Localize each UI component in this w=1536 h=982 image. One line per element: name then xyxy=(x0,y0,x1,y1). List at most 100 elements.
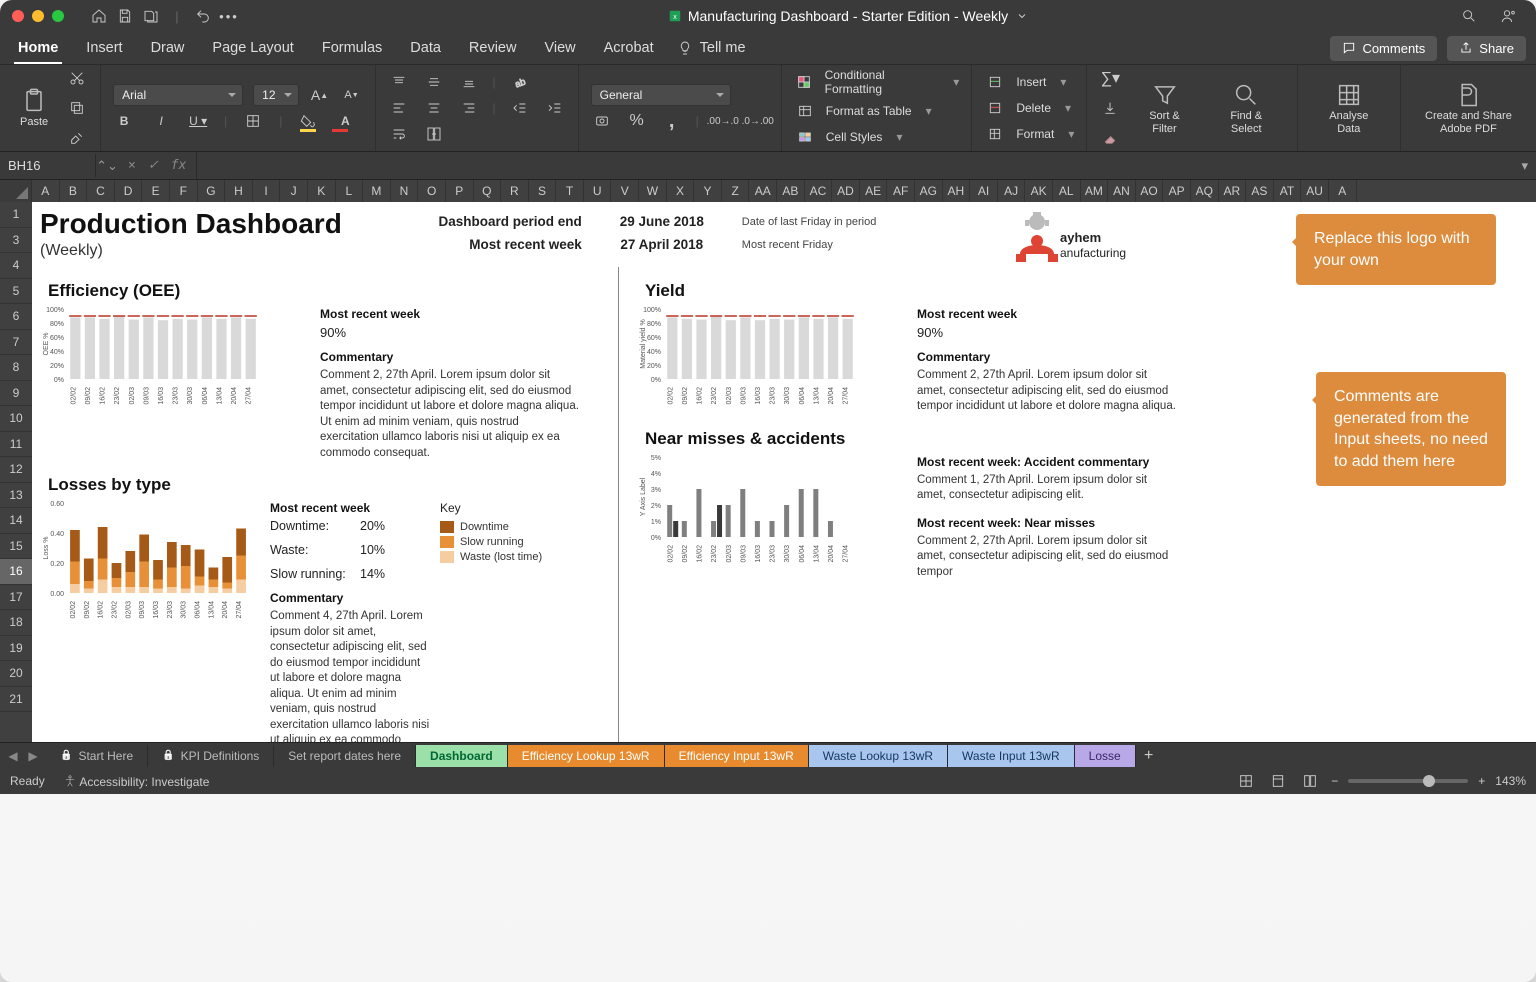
wrap-text-icon[interactable] xyxy=(388,123,410,145)
fill-color-icon[interactable] xyxy=(297,110,319,132)
row-header[interactable]: 7 xyxy=(0,330,32,356)
col-header[interactable]: AN xyxy=(1108,180,1136,202)
row-header[interactable]: 16 xyxy=(0,559,32,585)
minimize-window-button[interactable] xyxy=(32,10,44,22)
col-header[interactable]: R xyxy=(501,180,529,202)
cancel-formula-icon[interactable]: × xyxy=(128,158,136,173)
bot-align-icon[interactable] xyxy=(458,71,480,93)
sheet-tab-losse[interactable]: Losse xyxy=(1075,745,1136,767)
row-header[interactable]: 12 xyxy=(0,457,32,483)
ribbon-tab-review[interactable]: Review xyxy=(455,34,531,63)
formula-input[interactable] xyxy=(196,152,1513,179)
zoom-out-icon[interactable]: − xyxy=(1331,774,1338,788)
row-header[interactable]: 18 xyxy=(0,610,32,636)
ribbon-tab-data[interactable]: Data xyxy=(396,34,455,63)
undo-icon[interactable] xyxy=(194,7,212,25)
find-select-button[interactable]: Find & Select xyxy=(1208,81,1285,135)
share-pill[interactable]: Share xyxy=(1447,36,1526,61)
decrease-decimal-icon[interactable]: .0→.00 xyxy=(747,110,769,132)
col-header[interactable]: AR xyxy=(1219,180,1247,202)
sheet-tab-dashboard[interactable]: Dashboard xyxy=(416,745,508,767)
row-header[interactable]: 9 xyxy=(0,381,32,407)
sheet-tab-efficiency-lookup-13wr[interactable]: Efficiency Lookup 13wR xyxy=(508,745,665,767)
col-header[interactable]: AK xyxy=(1025,180,1053,202)
name-box-chevron-icon[interactable]: ⌃⌄ xyxy=(96,158,118,174)
zoom-in-icon[interactable]: + xyxy=(1478,774,1485,788)
search-icon[interactable] xyxy=(1458,5,1480,27)
shrink-font-icon[interactable]: A▼ xyxy=(341,84,363,106)
row-header[interactable]: 5 xyxy=(0,279,32,305)
align-left-icon[interactable] xyxy=(388,97,410,119)
col-header[interactable]: U xyxy=(584,180,612,202)
col-header[interactable]: Q xyxy=(474,180,502,202)
tell-me-label[interactable]: Tell me xyxy=(696,34,760,63)
col-header[interactable]: E xyxy=(142,180,170,202)
col-header[interactable]: AA xyxy=(749,180,777,202)
accounting-icon[interactable] xyxy=(591,110,613,132)
col-header[interactable]: AB xyxy=(777,180,805,202)
col-header[interactable]: AL xyxy=(1053,180,1081,202)
row-header[interactable]: 4 xyxy=(0,253,32,279)
view-normal-icon[interactable] xyxy=(1235,770,1257,792)
sheet-tab-waste-lookup-13wr[interactable]: Waste Lookup 13wR xyxy=(809,745,948,767)
autosum-icon[interactable]: ∑▾ xyxy=(1099,67,1121,89)
formula-expand-icon[interactable]: ▾ xyxy=(1513,158,1536,174)
row-header[interactable]: 3 xyxy=(0,228,32,254)
font-color-icon[interactable]: A xyxy=(334,110,356,132)
ribbon-tab-insert[interactable]: Insert xyxy=(72,34,136,63)
col-header[interactable]: X xyxy=(667,180,695,202)
col-header[interactable]: AG xyxy=(915,180,943,202)
format-painter-icon[interactable] xyxy=(66,127,88,149)
col-header[interactable]: AT xyxy=(1274,180,1302,202)
col-header[interactable]: K xyxy=(308,180,336,202)
col-header[interactable]: AM xyxy=(1081,180,1109,202)
col-header[interactable]: AO xyxy=(1136,180,1164,202)
row-header[interactable]: 17 xyxy=(0,585,32,611)
align-right-icon[interactable] xyxy=(458,97,480,119)
col-header[interactable]: AE xyxy=(860,180,888,202)
align-center-icon[interactable] xyxy=(423,97,445,119)
sheet-nav-next-icon[interactable]: ▶ xyxy=(24,749,42,763)
col-header[interactable]: AP xyxy=(1163,180,1191,202)
col-header[interactable]: S xyxy=(529,180,557,202)
cell-styles-button[interactable]: Cell Styles▾ xyxy=(794,126,960,148)
col-header[interactable]: A xyxy=(1329,180,1357,202)
col-header[interactable]: A xyxy=(32,180,60,202)
col-header[interactable]: AH xyxy=(943,180,971,202)
col-header[interactable]: O xyxy=(418,180,446,202)
conditional-formatting-button[interactable]: Conditional Formatting▾ xyxy=(794,68,960,96)
row-header[interactable]: 1 xyxy=(0,202,32,228)
sheet-tab-kpi-definitions[interactable]: KPI Definitions xyxy=(148,745,274,767)
ribbon-tab-acrobat[interactable]: Acrobat xyxy=(590,34,668,63)
ribbon-tab-home[interactable]: Home xyxy=(4,34,72,63)
col-header[interactable]: AJ xyxy=(998,180,1026,202)
column-headers[interactable]: ABCDEFGHIJKLMNOPQRSTUVWXYZAAABACADAEAFAG… xyxy=(0,180,1536,202)
view-page-break-icon[interactable] xyxy=(1299,770,1321,792)
number-format-dropdown[interactable]: General xyxy=(591,84,731,106)
comma-icon[interactable]: , xyxy=(661,110,683,132)
save-icon[interactable] xyxy=(116,7,134,25)
bold-icon[interactable]: B xyxy=(113,110,135,132)
col-header[interactable]: D xyxy=(115,180,143,202)
increase-decimal-icon[interactable]: .00→.0 xyxy=(712,110,734,132)
col-header[interactable]: AD xyxy=(832,180,860,202)
zoom-slider[interactable] xyxy=(1348,779,1468,783)
sheet-tab-set-report-dates-here[interactable]: Set report dates here xyxy=(274,745,416,767)
col-header[interactable]: J xyxy=(280,180,308,202)
add-sheet-button[interactable]: + xyxy=(1136,747,1162,765)
col-header[interactable]: M xyxy=(363,180,391,202)
col-header[interactable]: AC xyxy=(805,180,833,202)
col-header[interactable]: AF xyxy=(887,180,915,202)
format-as-table-button[interactable]: Format as Table▾ xyxy=(794,100,960,122)
row-header[interactable]: 8 xyxy=(0,355,32,381)
insert-cells-button[interactable]: Insert▾ xyxy=(984,71,1074,93)
col-header[interactable]: H xyxy=(225,180,253,202)
analyse-data-button[interactable]: Analyse Data xyxy=(1310,81,1388,135)
sheet-tab-waste-input-13wr[interactable]: Waste Input 13wR xyxy=(948,745,1075,767)
row-header[interactable]: 11 xyxy=(0,432,32,458)
increase-indent-icon[interactable] xyxy=(544,97,566,119)
worksheet-area[interactable]: Production Dashboard (Weekly) Dashboard … xyxy=(32,202,1536,742)
select-all-triangle[interactable] xyxy=(0,180,32,202)
row-header[interactable]: 14 xyxy=(0,508,32,534)
col-header[interactable]: W xyxy=(639,180,667,202)
